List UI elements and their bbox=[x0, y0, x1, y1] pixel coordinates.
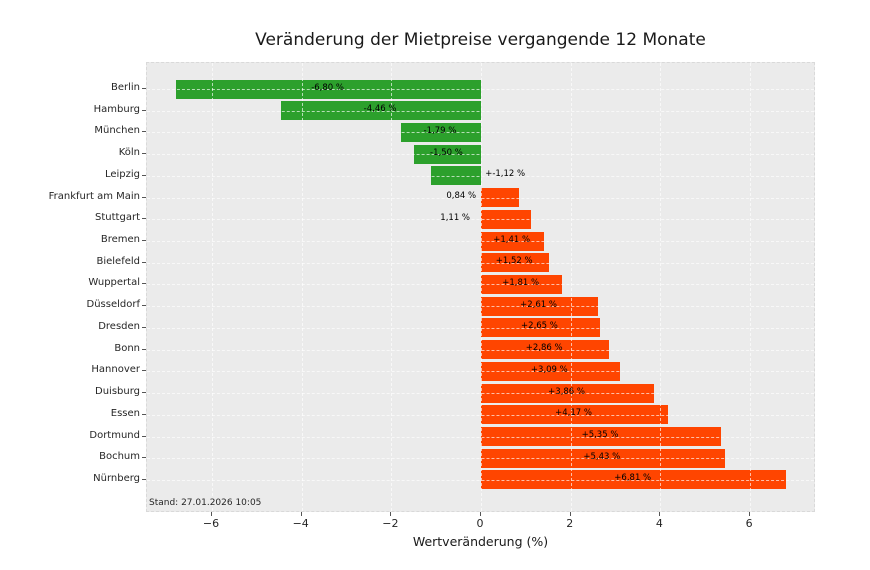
x-tick-mark bbox=[300, 512, 302, 516]
y-tick-label: Bochum bbox=[99, 451, 140, 463]
bar-value-label: +3,09 % bbox=[530, 364, 568, 375]
gridline-vertical bbox=[301, 63, 303, 511]
bar bbox=[481, 209, 531, 229]
gridline-vertical bbox=[750, 63, 752, 511]
bar-value-label: +5,43 % bbox=[583, 451, 621, 462]
y-tick-label: Leipzig bbox=[104, 168, 140, 180]
y-tick-mark bbox=[142, 392, 146, 394]
x-axis-label: Wertveränderung (%) bbox=[412, 534, 549, 549]
y-tick-label: Düsseldorf bbox=[86, 299, 141, 311]
y-tick-label: Köln bbox=[118, 147, 140, 159]
bar-value-label: -1,79 % bbox=[423, 125, 457, 136]
bar-value-label: 0,84 % bbox=[446, 191, 477, 202]
x-tick-label: 4 bbox=[655, 517, 663, 530]
y-tick-mark bbox=[142, 218, 146, 220]
y-tick-label: Wuppertal bbox=[88, 277, 140, 289]
bar-value-label: +5,35 % bbox=[581, 430, 619, 441]
y-tick-mark bbox=[142, 153, 146, 155]
y-tick-mark bbox=[142, 370, 146, 372]
bar bbox=[481, 188, 519, 208]
plot-area bbox=[146, 62, 815, 512]
x-tick-mark bbox=[749, 512, 751, 516]
y-tick-label: Berlin bbox=[110, 82, 140, 93]
x-tick-mark bbox=[480, 512, 482, 516]
y-tick-label: Bremen bbox=[100, 234, 140, 246]
bar bbox=[430, 166, 482, 186]
y-tick-label: Essen bbox=[110, 407, 140, 419]
y-tick-label: Bielefeld bbox=[96, 255, 140, 267]
bar-value-label: +2,65 % bbox=[521, 321, 558, 332]
x-tick-mark bbox=[211, 512, 213, 516]
y-tick-mark bbox=[142, 457, 146, 459]
x-tick-mark bbox=[659, 512, 661, 516]
bar-value-label: -1,50 % bbox=[430, 147, 463, 158]
y-tick-mark bbox=[142, 88, 146, 89]
y-tick-mark bbox=[142, 283, 146, 285]
bar-value-label: +2,61 % bbox=[520, 299, 557, 310]
x-tick-label: 2 bbox=[566, 517, 574, 530]
chart-title: Veränderung der Mietpreise vergangende 1… bbox=[255, 30, 706, 50]
bar-value-label: +2,86 % bbox=[525, 343, 563, 354]
y-tick-label: Stuttgart bbox=[95, 212, 140, 224]
bar-value-label: +1,81 % bbox=[502, 277, 540, 288]
y-tick-mark bbox=[142, 261, 146, 263]
bar-value-label: +-1,12 % bbox=[485, 169, 526, 180]
y-tick-label: Hamburg bbox=[93, 103, 140, 115]
y-tick-mark bbox=[142, 305, 146, 307]
bar-value-label: +1,41 % bbox=[493, 234, 531, 245]
x-tick-label: −4 bbox=[292, 517, 309, 530]
y-tick-mark bbox=[142, 131, 146, 133]
y-tick-mark bbox=[142, 413, 146, 415]
bar-value-label: 1,11 % bbox=[440, 212, 471, 223]
y-tick-mark bbox=[142, 240, 146, 242]
x-tick-label: 6 bbox=[745, 517, 753, 530]
stand-annotation: Stand: 27.01.2026 10:05 bbox=[149, 498, 262, 508]
y-tick-label: Bonn bbox=[114, 342, 140, 354]
gridline-vertical bbox=[391, 63, 393, 511]
y-tick-label: Hannover bbox=[91, 364, 140, 376]
y-tick-mark bbox=[142, 109, 146, 111]
y-tick-label: Dortmund bbox=[89, 429, 140, 441]
y-tick-mark bbox=[142, 196, 146, 198]
y-tick-label: Duisburg bbox=[95, 386, 140, 398]
y-tick-mark bbox=[142, 174, 146, 176]
gridline-vertical bbox=[212, 63, 214, 511]
y-tick-label: München bbox=[94, 125, 140, 137]
y-tick-label: Dresden bbox=[98, 320, 140, 332]
bar-value-label: +3,86 % bbox=[548, 386, 585, 397]
x-tick-label: −6 bbox=[202, 517, 220, 530]
y-tick-mark bbox=[142, 435, 146, 437]
bar-value-label: +1,52 % bbox=[495, 256, 533, 267]
bar-value-label: -6,80 % bbox=[311, 82, 344, 93]
x-tick-label: 0 bbox=[476, 517, 484, 530]
y-tick-mark bbox=[142, 478, 146, 480]
x-tick-label: −2 bbox=[382, 517, 399, 530]
bar-value-label: -4,46 % bbox=[363, 104, 397, 115]
x-tick-mark bbox=[390, 512, 392, 516]
y-tick-mark bbox=[142, 326, 146, 328]
bar-value-label: +4,17 % bbox=[555, 408, 592, 419]
y-tick-label: Frankfurt am Main bbox=[48, 190, 140, 202]
y-tick-mark bbox=[142, 348, 146, 350]
bar-value-label: +6,81 % bbox=[614, 473, 652, 484]
y-tick-label: Nürnberg bbox=[93, 472, 140, 484]
x-tick-mark bbox=[569, 512, 571, 516]
